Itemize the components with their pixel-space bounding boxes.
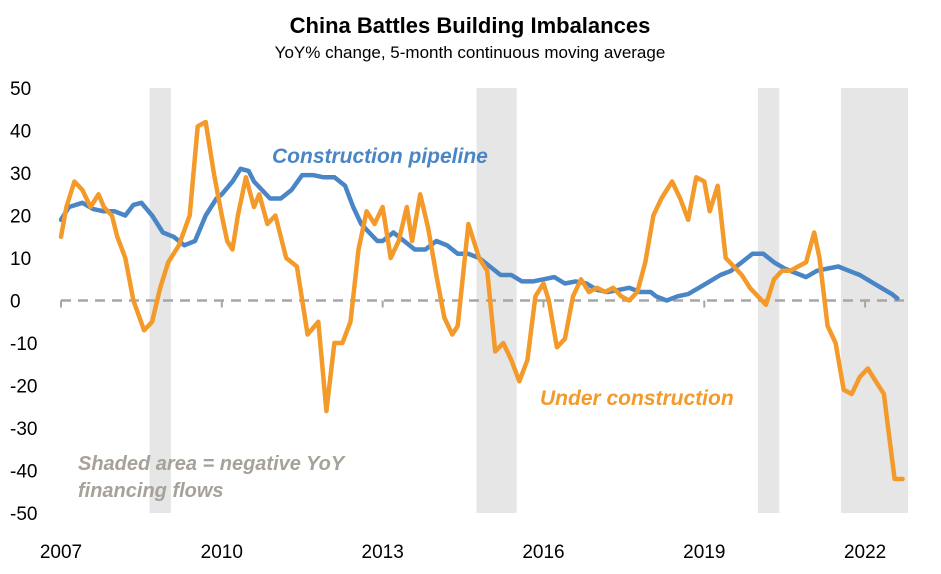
y-tick-label: -10 — [10, 334, 37, 355]
shaded-period-1 — [149, 88, 171, 513]
y-axis-ticks: 50 40 30 20 10 0 -10 -20 -30 -40 -50 — [10, 79, 37, 525]
annotation-line-1: Shaded area = negative YoY — [78, 453, 346, 475]
x-axis-ticks: 2007 2010 2013 2016 2019 2022 — [40, 542, 886, 563]
y-tick-label: 0 — [10, 292, 21, 313]
y-tick-label: 50 — [10, 79, 31, 100]
y-tick-label: -20 — [10, 377, 37, 398]
x-tick-label: 2019 — [683, 542, 725, 563]
x-tick-label: 2013 — [362, 542, 404, 563]
annotation-line-2: financing flows — [78, 480, 224, 502]
chart-title: China Battles Building Imbalances — [290, 13, 651, 38]
x-tick-label: 2016 — [522, 542, 564, 563]
y-tick-label: 30 — [10, 164, 31, 185]
series-label-construction-pipeline: Construction pipeline — [272, 145, 488, 168]
y-tick-label: 40 — [10, 122, 31, 143]
y-tick-label: -40 — [10, 462, 37, 483]
series-line-under-construction — [58, 119, 905, 482]
y-tick-label: 20 — [10, 207, 31, 228]
chart-subtitle: YoY% change, 5-month continuous moving a… — [275, 43, 666, 62]
x-tick-label: 2007 — [40, 542, 82, 563]
x-tick-label: 2022 — [844, 542, 886, 563]
y-tick-label: -50 — [10, 504, 37, 525]
y-tick-label: -30 — [10, 419, 37, 440]
y-tick-label: 10 — [10, 249, 31, 270]
series-label-under-construction: Under construction — [540, 387, 734, 410]
series-layer — [58, 119, 905, 482]
x-tick-label: 2010 — [201, 542, 243, 563]
